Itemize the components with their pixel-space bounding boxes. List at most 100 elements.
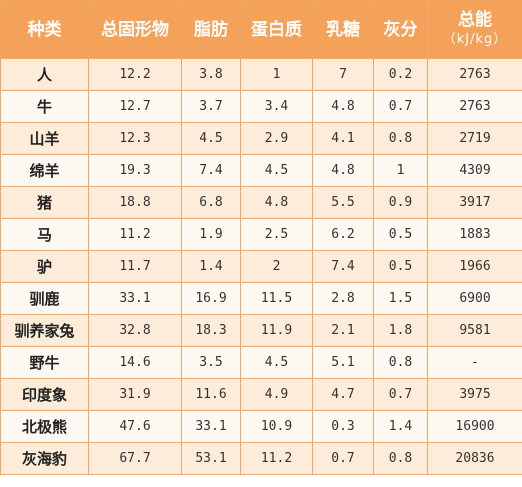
cell-lactose: 7 [312,58,374,91]
cell-total-solids: 11.7 [88,250,182,283]
table-row: 灰海豹 67.7 53.1 11.2 0.7 0.8 20836 [0,442,522,475]
cell-species: 野牛 [0,346,89,379]
cell-total-solids: 19.3 [88,154,182,187]
cell-ash: 1.8 [373,314,428,347]
cell-protein: 3.4 [240,90,313,123]
table-row: 牛 12.7 3.7 3.4 4.8 0.7 2763 [0,90,522,123]
cell-ash: 0.7 [373,378,428,411]
table-row: 北极熊 47.6 33.1 10.9 0.3 1.4 16900 [0,410,522,443]
header-total-energy-unit: （kJ/kg） [442,31,508,47]
header-row: 种类 总固形物 脂肪 蛋白质 乳糖 灰分 总能 （kJ/kg） [0,0,522,59]
cell-lactose: 4.1 [312,122,374,155]
header-ash: 灰分 [373,0,428,59]
cell-lactose: 4.8 [312,90,374,123]
cell-lactose: 5.5 [312,186,374,219]
cell-species: 北极熊 [0,410,89,443]
cell-species: 驯鹿 [0,282,89,315]
cell-species: 马 [0,218,89,251]
cell-total-energy: 9581 [427,314,522,347]
cell-ash: 0.5 [373,218,428,251]
cell-lactose: 6.2 [312,218,374,251]
table-row: 人 12.2 3.8 1 7 0.2 2763 [0,58,522,91]
cell-ash: 0.8 [373,346,428,379]
cell-protein: 4.8 [240,186,313,219]
cell-ash: 0.9 [373,186,428,219]
cell-species: 驯养家兔 [0,314,89,347]
cell-protein: 2 [240,250,313,283]
cell-fat: 18.3 [181,314,241,347]
cell-species: 印度象 [0,378,89,411]
cell-protein: 4.5 [240,154,313,187]
cell-total-energy: 20836 [427,442,522,475]
table-row: 驯养家兔 32.8 18.3 11.9 2.1 1.8 9581 [0,314,522,347]
table-row: 野牛 14.6 3.5 4.5 5.1 0.8- [0,346,522,379]
cell-total-solids: 12.2 [88,58,182,91]
cell-total-solids: 12.3 [88,122,182,155]
cell-protein: 4.5 [240,346,313,379]
cell-total-solids: 33.1 [88,282,182,315]
cell-total-solids: 14.6 [88,346,182,379]
cell-fat: 53.1 [181,442,241,475]
milk-composition-table: 种类 总固形物 脂肪 蛋白质 乳糖 灰分 总能 （kJ/kg） 人 12.2 3.8… [0,0,522,475]
header-total-energy-label: 总能 [458,9,492,30]
cell-fat: 3.7 [181,90,241,123]
cell-protein: 11.2 [240,442,313,475]
cell-fat: 1.4 [181,250,241,283]
cell-fat: 1.9 [181,218,241,251]
table-row: 山羊 12.3 4.5 2.9 4.1 0.8 2719 [0,122,522,155]
header-protein: 蛋白质 [240,0,313,59]
cell-fat: 11.6 [181,378,241,411]
cell-fat: 3.5 [181,346,241,379]
cell-ash: 1.4 [373,410,428,443]
cell-species: 牛 [0,90,89,123]
cell-ash: 1 [373,154,428,187]
table-row: 猪 18.8 6.8 4.8 5.5 0.9 3917 [0,186,522,219]
cell-protein: 4.9 [240,378,313,411]
cell-species: 猪 [0,186,89,219]
cell-species: 人 [0,58,89,91]
cell-total-solids: 11.2 [88,218,182,251]
cell-lactose: 0.7 [312,442,374,475]
cell-protein: 2.9 [240,122,313,155]
cell-total-energy: 4309 [427,154,522,187]
cell-lactose: 0.3 [312,410,374,443]
cell-protein: 1 [240,58,313,91]
cell-ash: 0.5 [373,250,428,283]
cell-ash: 0.8 [373,442,428,475]
cell-fat: 4.5 [181,122,241,155]
cell-lactose: 4.8 [312,154,374,187]
cell-total-energy: 2719 [427,122,522,155]
cell-lactose: 7.4 [312,250,374,283]
cell-fat: 6.8 [181,186,241,219]
cell-lactose: 2.1 [312,314,374,347]
table-row: 驴 11.7 1.4 2 7.4 0.5 1966 [0,250,522,283]
cell-fat: 3.8 [181,58,241,91]
header-total-energy: 总能 （kJ/kg） [427,0,522,59]
cell-total-energy: 3917 [427,186,522,219]
cell-total-solids: 67.7 [88,442,182,475]
cell-fat: 16.9 [181,282,241,315]
cell-protein: 2.5 [240,218,313,251]
header-lactose: 乳糖 [312,0,374,59]
header-fat: 脂肪 [181,0,241,59]
cell-total-energy: 1883 [427,218,522,251]
cell-species: 灰海豹 [0,442,89,475]
cell-fat: 7.4 [181,154,241,187]
cell-total-energy: - [427,346,522,379]
cell-species: 驴 [0,250,89,283]
table-row: 印度象 31.9 11.6 4.9 4.7 0.7 3975 [0,378,522,411]
cell-ash: 1.5 [373,282,428,315]
cell-total-solids: 47.6 [88,410,182,443]
table-row: 驯鹿 33.1 16.9 11.5 2.8 1.5 6900 [0,282,522,315]
cell-species: 绵羊 [0,154,89,187]
cell-lactose: 5.1 [312,346,374,379]
cell-protein: 11.9 [240,314,313,347]
cell-total-energy: 2763 [427,58,522,91]
cell-ash: 0.7 [373,90,428,123]
cell-fat: 33.1 [181,410,241,443]
cell-ash: 0.2 [373,58,428,91]
cell-total-solids: 18.8 [88,186,182,219]
cell-ash: 0.8 [373,122,428,155]
table-row: 马 11.2 1.9 2.5 6.2 0.5 1883 [0,218,522,251]
header-species: 种类 [0,0,89,59]
